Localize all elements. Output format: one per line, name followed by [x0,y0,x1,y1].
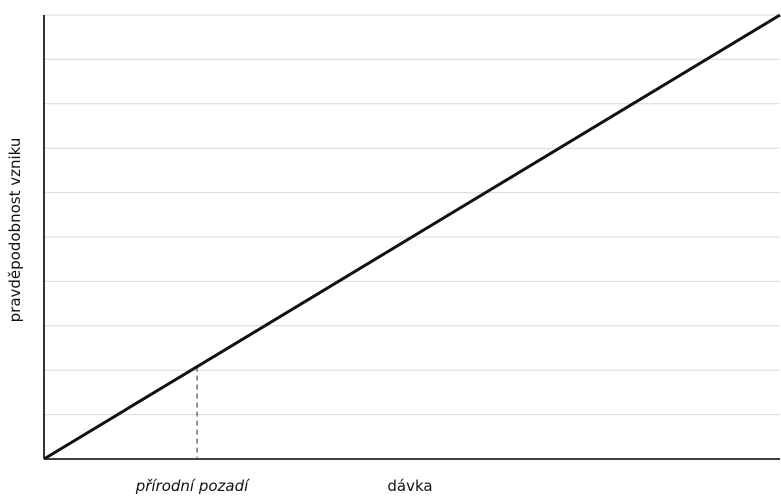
x-axis-label: dávka [387,477,432,495]
dose-response-line [43,13,781,461]
series-layer [43,13,781,461]
annotation-label-natural-background: přírodní pozadí [135,477,250,495]
y-axis-label: pravděpodobnost vzniku [6,138,24,323]
axes-layer [43,15,780,460]
grid-layer [44,14,780,416]
